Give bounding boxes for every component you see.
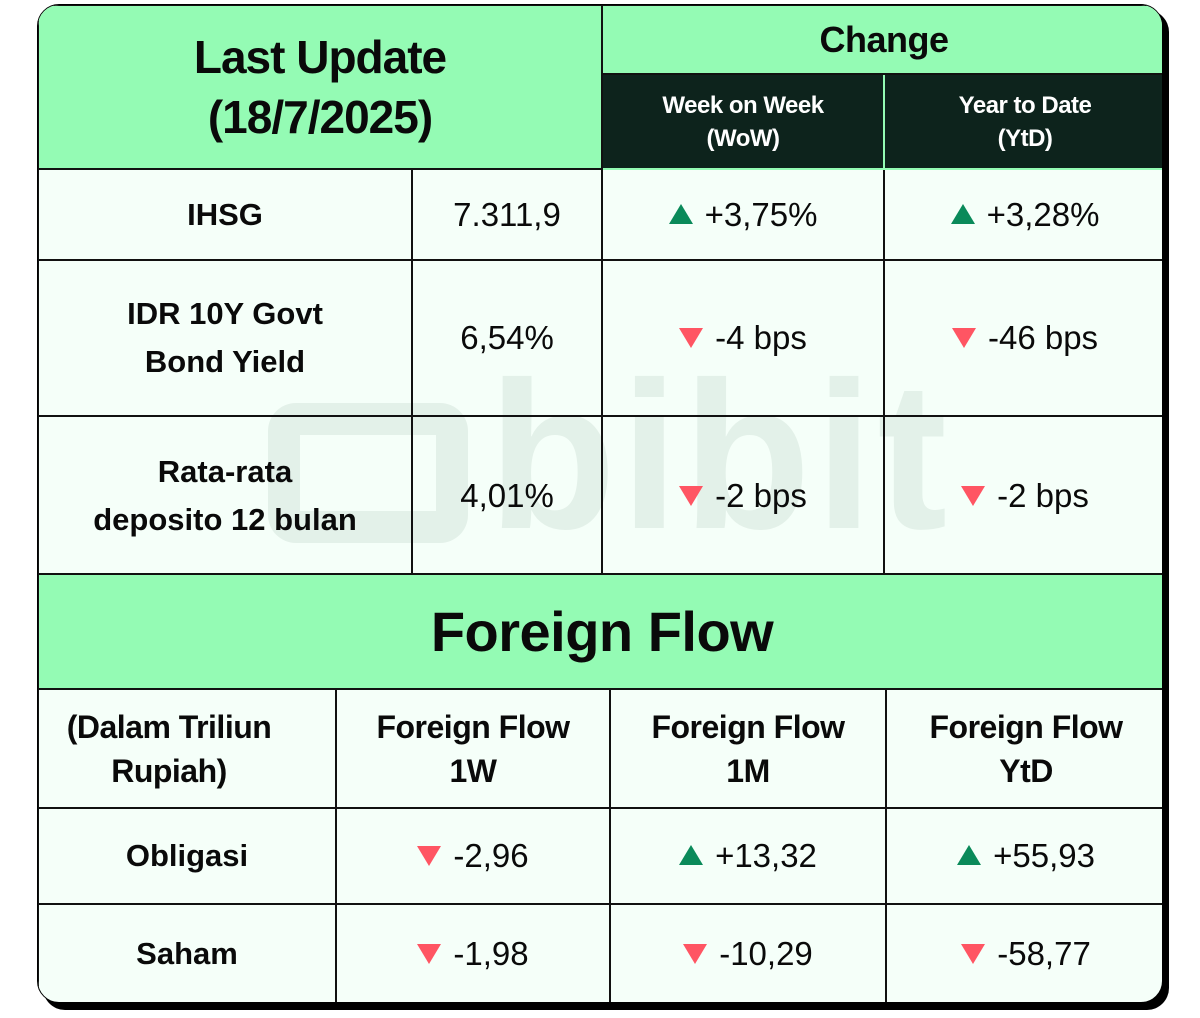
change-value: +55,93 bbox=[993, 837, 1095, 874]
triangle-down-icon bbox=[679, 486, 704, 507]
column-header-line1: Foreign Flow bbox=[929, 708, 1123, 745]
indicators-table: Last Update (18/7/2025) Change Week on W… bbox=[38, 5, 1162, 577]
triangle-down-icon bbox=[951, 328, 976, 349]
flow-value: +13,32 bbox=[609, 807, 887, 905]
change-value: -2 bps bbox=[997, 477, 1089, 514]
wow-header: Week on Week (WoW) bbox=[601, 73, 886, 170]
table-row: Obligasi -2,96 +13,32 +55,93 bbox=[38, 807, 1162, 905]
table-row: Rata-rata deposito 12 bulan 4,01% -2 bps -2 … bbox=[38, 415, 1162, 577]
indicator-label-line: Bond Yield bbox=[144, 344, 306, 379]
flow-value: +55,93 bbox=[884, 807, 1162, 905]
flow-row-label: Saham bbox=[38, 903, 337, 1002]
indicator-label: Rata-rata deposito 12 bulan bbox=[38, 415, 413, 577]
indicator-value: 6,54% bbox=[410, 259, 604, 417]
unit-label: (Dalam Triliun Rupiah) bbox=[38, 688, 337, 809]
foreign-flow-column-header: Foreign Flow 1W bbox=[335, 688, 611, 809]
last-update-label: Last Update bbox=[193, 31, 447, 83]
column-header-line2: 1M bbox=[726, 752, 770, 789]
triangle-up-icon bbox=[679, 845, 704, 866]
triangle-down-icon bbox=[961, 486, 986, 507]
unit-line1: (Dalam Triliun bbox=[66, 708, 272, 745]
change-value: -2,96 bbox=[453, 837, 529, 874]
ytd-header: Year to Date (YtD) bbox=[883, 73, 1162, 170]
flow-value: -2,96 bbox=[335, 807, 611, 905]
ytd-header-line1: Year to Date bbox=[958, 91, 1092, 119]
market-summary-card: bibit Last Update (18/7/2025) Change Wee… bbox=[37, 4, 1163, 1003]
change-value: +3,28% bbox=[986, 195, 1100, 233]
triangle-down-icon bbox=[683, 944, 708, 965]
indicator-label-line: IDR 10Y Govt bbox=[127, 296, 323, 331]
wow-change: -4 bps bbox=[601, 259, 886, 417]
indicator-label-line: deposito 12 bulan bbox=[93, 502, 357, 537]
indicator-label-line: IHSG bbox=[187, 196, 263, 232]
triangle-down-icon bbox=[417, 846, 442, 867]
table-row: Saham -1,98 -10,29 -58,77 bbox=[38, 903, 1162, 1002]
change-value: -58,77 bbox=[997, 935, 1091, 972]
column-header-line1: Foreign Flow bbox=[376, 708, 570, 745]
change-value: -10,29 bbox=[719, 935, 813, 972]
wow-change: -2 bps bbox=[601, 415, 886, 577]
flow-row-label: Obligasi bbox=[38, 807, 337, 905]
triangle-up-icon bbox=[957, 845, 982, 866]
change-value: -46 bps bbox=[987, 319, 1099, 356]
flow-value: -10,29 bbox=[609, 903, 887, 1002]
indicator-label-line: Rata-rata bbox=[157, 454, 293, 489]
indicator-label: IHSG bbox=[38, 168, 413, 261]
triangle-down-icon bbox=[417, 944, 442, 965]
last-update-date: (18/7/2025) bbox=[207, 91, 433, 143]
foreign-flow-column-header: Foreign Flow YtD bbox=[884, 688, 1162, 809]
foreign-flow-title: Foreign Flow bbox=[38, 573, 1162, 690]
indicator-value: 7.311,9 bbox=[410, 168, 604, 261]
column-header-line2: 1W bbox=[449, 752, 498, 789]
triangle-up-icon bbox=[668, 203, 693, 224]
foreign-flow-table: Foreign Flow (Dalam Triliun Rupiah) Fore… bbox=[38, 573, 1162, 1002]
wow-change: +3,75% bbox=[601, 168, 886, 261]
ytd-change: -46 bps bbox=[883, 259, 1162, 417]
ytd-change: -2 bps bbox=[883, 415, 1162, 577]
change-header: Change bbox=[601, 5, 1162, 75]
triangle-down-icon bbox=[961, 944, 986, 965]
change-value: -1,98 bbox=[453, 935, 529, 972]
foreign-flow-column-header: Foreign Flow 1M bbox=[609, 688, 887, 809]
ytd-change: +3,28% bbox=[883, 168, 1162, 261]
triangle-down-icon bbox=[679, 328, 704, 349]
unit-line2: Rupiah) bbox=[111, 752, 227, 789]
flow-value: -58,77 bbox=[884, 903, 1162, 1002]
table-row: IHSG 7.311,9 +3,75% +3,28% bbox=[38, 168, 1162, 261]
flow-value: -1,98 bbox=[335, 903, 611, 1002]
indicator-value: 4,01% bbox=[410, 415, 604, 577]
change-value: -4 bps bbox=[715, 319, 807, 356]
column-header-line1: Foreign Flow bbox=[651, 708, 845, 745]
column-header-line2: YtD bbox=[999, 752, 1053, 789]
wow-header-line1: Week on Week bbox=[662, 91, 824, 119]
change-value: +3,75% bbox=[704, 195, 818, 233]
indicator-label: IDR 10Y Govt Bond Yield bbox=[38, 259, 413, 417]
wow-header-line2: (WoW) bbox=[706, 124, 781, 152]
change-value: +13,32 bbox=[715, 837, 817, 874]
ytd-header-line2: (YtD) bbox=[997, 124, 1053, 152]
table-row: IDR 10Y Govt Bond Yield 6,54% -4 bps -46 bps bbox=[38, 259, 1162, 417]
last-update-header: Last Update (18/7/2025) bbox=[38, 5, 604, 170]
triangle-up-icon bbox=[950, 203, 975, 224]
change-value: -2 bps bbox=[715, 477, 807, 514]
